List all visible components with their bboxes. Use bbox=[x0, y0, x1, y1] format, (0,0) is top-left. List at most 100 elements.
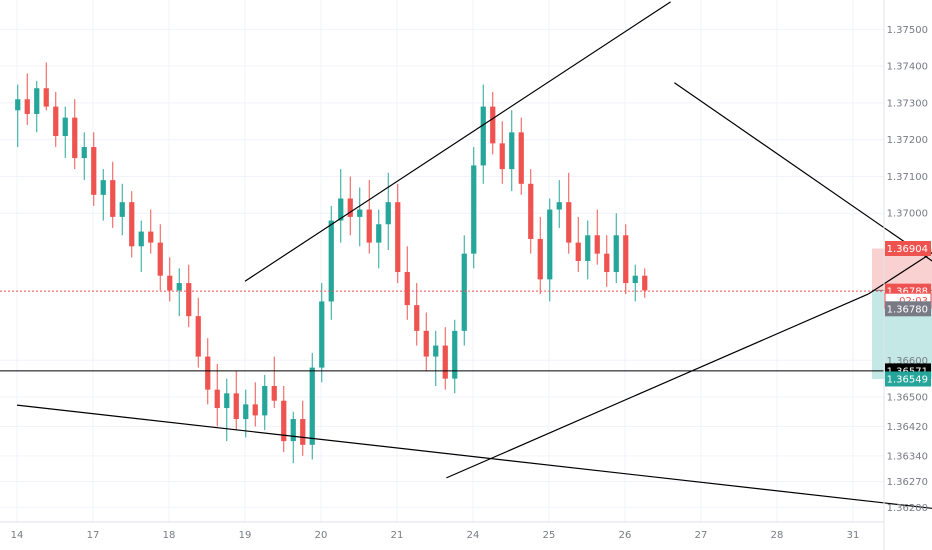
candle-body bbox=[594, 235, 600, 254]
candle-body bbox=[547, 209, 553, 280]
price-tag-label: 1.36904 bbox=[887, 244, 928, 255]
candle-body bbox=[518, 132, 524, 184]
candle-body bbox=[471, 165, 477, 254]
trendlines[interactable] bbox=[0, 1, 932, 511]
time-axis-tick-label: 17 bbox=[87, 530, 100, 541]
candle-body bbox=[357, 209, 363, 217]
time-axis-tick-label: 20 bbox=[315, 530, 328, 541]
candle-body bbox=[423, 330, 429, 357]
grid bbox=[0, 0, 884, 522]
candle-body bbox=[262, 385, 268, 416]
candle-body bbox=[319, 301, 325, 368]
price-axis-tick-label: 1.37200 bbox=[887, 135, 928, 146]
time-axis-tick-label: 28 bbox=[771, 530, 784, 541]
candle-body bbox=[556, 202, 562, 210]
candle-body bbox=[385, 202, 391, 225]
candle-body bbox=[214, 389, 220, 409]
candle-body bbox=[243, 404, 249, 420]
price-axis-tick-label: 1.36600 bbox=[887, 356, 928, 367]
time-axis-tick-label: 25 bbox=[543, 530, 556, 541]
candle-body bbox=[233, 393, 239, 420]
candle-body bbox=[509, 132, 515, 170]
candle-body bbox=[347, 198, 353, 217]
time-axis-tick-label: 18 bbox=[163, 530, 176, 541]
candle-body bbox=[91, 147, 97, 195]
candle-body bbox=[395, 202, 401, 273]
time-axis-tick-label: 21 bbox=[391, 530, 404, 541]
candle-body bbox=[433, 345, 439, 357]
time-axis-tick-label: 14 bbox=[11, 530, 24, 541]
candle-body bbox=[442, 345, 448, 379]
candle-body bbox=[119, 202, 125, 217]
price-axis-tick-label: 1.36500 bbox=[887, 393, 928, 404]
candle-body bbox=[138, 231, 144, 247]
candle-body bbox=[300, 419, 306, 445]
candle-body bbox=[186, 283, 192, 317]
trendline[interactable] bbox=[674, 82, 932, 363]
price-axis-tick-label: 1.37000 bbox=[887, 209, 928, 220]
candle-body bbox=[585, 235, 591, 261]
time-axis-tick-label: 26 bbox=[619, 530, 632, 541]
candle-body bbox=[271, 385, 277, 401]
candle-body bbox=[461, 253, 467, 331]
candle-body bbox=[376, 224, 382, 243]
candle-body bbox=[167, 275, 173, 291]
candle-body bbox=[100, 180, 106, 195]
price-axis-tick-label: 1.36420 bbox=[887, 422, 928, 433]
candle-body bbox=[309, 367, 315, 445]
candle-body bbox=[72, 117, 78, 159]
candlesticks bbox=[15, 62, 648, 464]
price-tag-background bbox=[885, 301, 931, 317]
candle-body bbox=[176, 283, 182, 291]
candle-body bbox=[404, 272, 410, 306]
candle-body bbox=[452, 330, 458, 379]
time-axis-tick-label: 19 bbox=[239, 530, 252, 541]
price-axis-tick-label: 1.36340 bbox=[887, 451, 928, 462]
candle-body bbox=[252, 404, 258, 416]
price-axis-tick-label: 1.37100 bbox=[887, 172, 928, 183]
price-axis-tick-label: 1.37300 bbox=[887, 98, 928, 109]
time-axis-tick-label: 24 bbox=[467, 530, 480, 541]
trendline[interactable] bbox=[867, 156, 932, 295]
time-axis-tick-label: 31 bbox=[847, 530, 860, 541]
trendline[interactable] bbox=[16, 404, 932, 511]
price-tag-label: 1.36788 bbox=[887, 287, 928, 298]
price-tag-background bbox=[885, 241, 931, 257]
price-tag-label: 1.36549 bbox=[887, 375, 928, 386]
candle-body bbox=[604, 253, 610, 273]
candle-body bbox=[129, 202, 135, 247]
price-tag-background bbox=[885, 371, 931, 387]
candle-body bbox=[24, 99, 30, 114]
trendline[interactable] bbox=[446, 293, 869, 479]
price-axis-tick-label: 1.36270 bbox=[887, 477, 928, 488]
candle-body bbox=[575, 242, 581, 261]
candle-body bbox=[205, 356, 211, 390]
candle-body bbox=[642, 275, 648, 291]
price-axis-tick-label: 1.37400 bbox=[887, 62, 928, 73]
candle-body bbox=[15, 99, 21, 111]
candle-body bbox=[537, 238, 543, 280]
candle-body bbox=[480, 106, 486, 166]
price-axis-tick-label: 1.37500 bbox=[887, 25, 928, 36]
candle-body bbox=[632, 275, 638, 284]
candle-body bbox=[499, 143, 505, 170]
time-axis-tick-label: 27 bbox=[695, 530, 708, 541]
candle-body bbox=[53, 106, 59, 137]
candle-body bbox=[414, 305, 420, 331]
candle-body bbox=[34, 88, 40, 114]
candle-body bbox=[110, 180, 116, 217]
candle-body bbox=[623, 235, 629, 284]
candle-body bbox=[566, 202, 572, 243]
price-axis-tick-label: 1.36200 bbox=[887, 503, 928, 514]
candle-body bbox=[528, 183, 534, 239]
candle-body bbox=[81, 147, 87, 159]
candle-body bbox=[290, 419, 296, 442]
candle-body bbox=[43, 88, 49, 107]
candle-body bbox=[366, 209, 372, 243]
trendline[interactable] bbox=[244, 1, 671, 282]
price-tag-label: 1.36780 bbox=[887, 304, 928, 315]
